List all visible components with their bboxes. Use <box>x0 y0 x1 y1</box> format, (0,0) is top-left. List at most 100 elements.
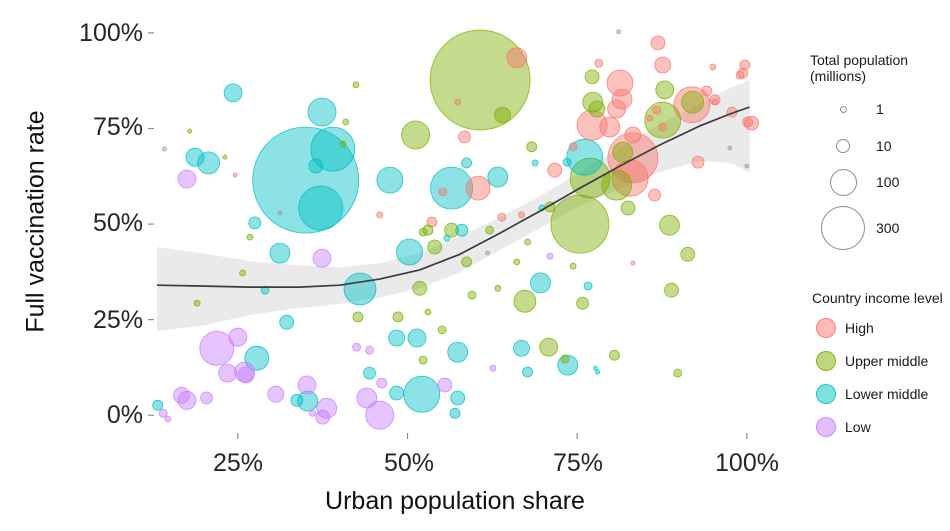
bubble <box>557 354 579 376</box>
bubble <box>497 212 507 222</box>
bubble <box>546 252 554 260</box>
bubble <box>401 120 431 150</box>
bubble <box>269 242 291 264</box>
bubble <box>297 390 319 412</box>
bubble <box>611 88 633 110</box>
bubble <box>310 126 356 172</box>
bubble <box>430 166 474 210</box>
bubble <box>312 248 332 268</box>
bubble <box>701 85 713 97</box>
bubble <box>655 80 675 100</box>
bubble <box>422 224 434 236</box>
legend-label-lower-middle: Lower middle <box>845 386 929 402</box>
bubble <box>735 70 745 80</box>
bubble <box>467 290 477 300</box>
bubble <box>352 311 364 323</box>
bubble <box>681 90 704 114</box>
bubble <box>458 130 471 144</box>
bubble <box>339 140 347 148</box>
bubble <box>277 210 283 216</box>
bubble <box>658 122 668 132</box>
y-tick-label-25: 25% <box>92 306 143 334</box>
bubble <box>739 59 751 71</box>
size-legend-label-100: 100 <box>876 174 900 190</box>
bubble <box>680 246 696 262</box>
bubble <box>356 387 378 409</box>
bubble <box>624 126 642 144</box>
bubble <box>222 154 228 160</box>
bubble <box>228 327 248 347</box>
y-tick-label-50: 50% <box>92 209 143 237</box>
bubble <box>630 260 636 266</box>
bubble <box>443 234 451 242</box>
x-tick-label-50: 50% <box>383 449 435 477</box>
bubble <box>454 98 462 106</box>
bubble <box>185 147 205 167</box>
bubble <box>594 58 604 68</box>
bubble <box>239 269 247 277</box>
bubble <box>388 329 406 347</box>
bubble <box>455 223 469 237</box>
bubble <box>744 163 750 169</box>
confidence-band <box>157 80 750 332</box>
bubble <box>152 399 164 411</box>
bubble <box>449 407 461 419</box>
y-axis-title: Full vaccination rate <box>21 110 50 333</box>
bubble <box>450 390 466 406</box>
bubble <box>197 151 221 175</box>
bubble <box>494 284 502 292</box>
bubble <box>609 349 620 361</box>
legend-dot-high <box>816 318 836 338</box>
trend-line <box>156 106 750 288</box>
bubble <box>444 222 460 238</box>
color-legend-title: Country income level <box>812 290 943 306</box>
x-tick-label-25: 25% <box>212 449 264 477</box>
bubble <box>260 285 270 295</box>
bubble <box>164 415 172 423</box>
bubble <box>279 314 295 330</box>
bubble <box>234 361 256 383</box>
bubble <box>412 280 428 296</box>
bubble <box>595 369 600 375</box>
legend-label-upper-middle: Upper middle <box>845 353 929 369</box>
bubble <box>560 354 570 364</box>
size-legend-label-10: 10 <box>876 138 892 154</box>
legend-dot-low <box>816 417 836 437</box>
bubble <box>162 146 167 152</box>
bubble <box>407 328 427 348</box>
size-legend-circle-1 <box>839 105 847 113</box>
bubble <box>487 166 509 188</box>
bubble <box>461 256 473 268</box>
bubble <box>593 365 598 371</box>
size-legend-label-1: 1 <box>876 101 884 117</box>
bubble <box>576 109 608 141</box>
bubble <box>187 128 193 134</box>
bubble <box>612 141 634 163</box>
bubble <box>447 341 469 363</box>
bubble <box>742 116 753 128</box>
bubble <box>513 339 530 357</box>
bubble <box>267 385 285 403</box>
bubble <box>584 69 600 85</box>
bubble <box>376 377 388 389</box>
bubble <box>365 400 395 430</box>
bubble <box>652 105 661 115</box>
bubble <box>365 345 374 355</box>
bubble <box>403 375 441 413</box>
bubble <box>392 311 404 323</box>
bubble <box>424 308 432 316</box>
bubble <box>494 106 511 124</box>
legend-dot-lower-middle <box>816 384 836 404</box>
bubble <box>547 162 563 178</box>
bubble <box>576 296 589 310</box>
y-tick-label-100: 100% <box>79 19 143 47</box>
legend-label-low: Low <box>845 419 871 435</box>
size-legend-circle-10 <box>836 139 850 153</box>
bubble <box>200 391 214 405</box>
size-legend-label-300: 300 <box>876 220 900 236</box>
bubble <box>363 366 376 380</box>
x-tick-label-75: 75% <box>552 449 604 477</box>
bubble <box>664 282 679 298</box>
bubble <box>237 366 255 384</box>
bubble <box>648 188 661 202</box>
